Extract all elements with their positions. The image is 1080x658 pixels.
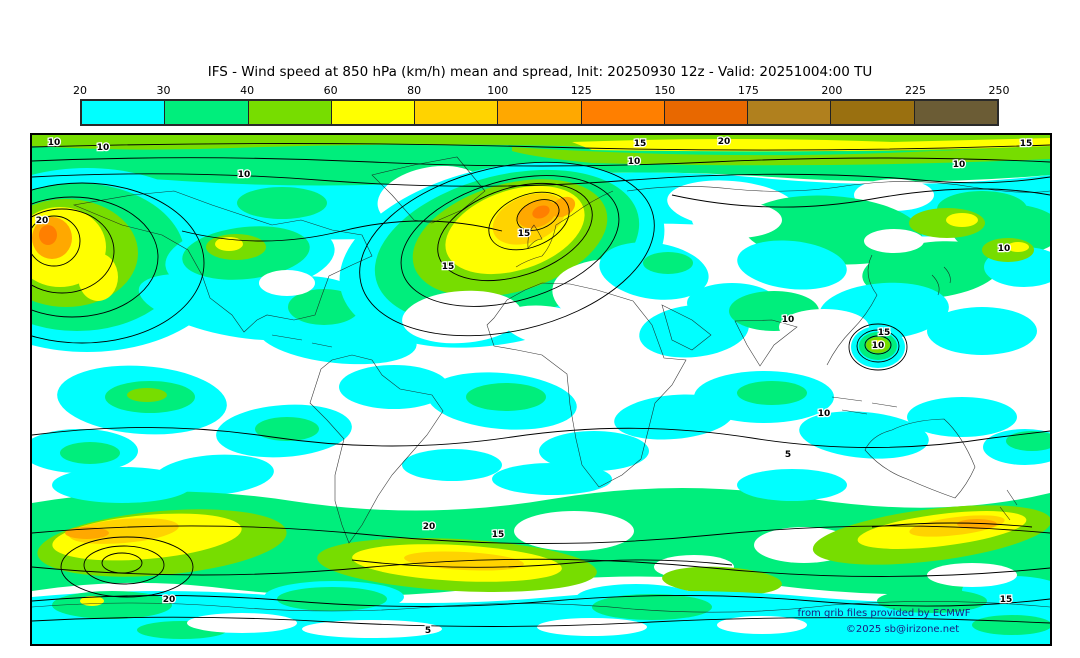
colorbar-segment (414, 101, 498, 124)
colorbar-segment (913, 101, 997, 124)
contour-label: 20 (36, 216, 49, 226)
contour-label: 10 (628, 157, 641, 167)
colorbar-segment (747, 101, 831, 124)
contour-label: 10 (818, 409, 831, 419)
colorbar-segment (82, 101, 165, 124)
contour-label: 15 (518, 229, 531, 239)
contour-label: 15 (634, 139, 647, 149)
contour-label: 10 (48, 138, 61, 148)
contour-label: 10 (97, 143, 110, 153)
colorbar-segment (164, 101, 248, 124)
contour-label: 10 (953, 160, 966, 170)
colorbar-segment (580, 101, 664, 124)
colorbar-tick: 80 (407, 84, 422, 97)
colorbar-tick: 60 (323, 84, 338, 97)
colorbar-tick: 150 (654, 84, 676, 97)
colorbar-tick: 225 (904, 84, 926, 97)
world-wind-map: 10 10 10 15 20 10 15 15 20 10 15 10 10 10 15 10 5 20 15 20 5… (30, 133, 1052, 646)
chart-title: IFS - Wind speed at 850 hPa (km/h) mean … (207, 64, 873, 80)
colorbar-tick: 125 (570, 84, 592, 97)
contour-label: 15 (1000, 595, 1013, 605)
colorbar-segment (247, 101, 331, 124)
contour-label: 5 (425, 626, 431, 636)
contour-label: 20 (163, 595, 176, 605)
colorbar-tick: 250 (988, 84, 1010, 97)
contour-label: 10 (782, 315, 795, 325)
contour-label: 15 (442, 262, 455, 272)
colorbar-tick: 175 (737, 84, 759, 97)
contour-label: 15 (1020, 139, 1033, 149)
contour-label: 10 (238, 170, 251, 180)
colorbar-scale (80, 99, 999, 126)
colorbar-tick: 30 (156, 84, 171, 97)
spread-contours (32, 143, 1050, 627)
contour-label: 15 (492, 530, 505, 540)
contour-label: 10 (998, 244, 1011, 254)
colorbar-tick: 40 (240, 84, 255, 97)
contour-label: 10 (872, 341, 885, 351)
contour-label: 5 (785, 450, 791, 460)
colorbar-segment (663, 101, 748, 124)
colorbar-segment (830, 101, 914, 124)
contour-label: 15 (878, 328, 891, 338)
coastlines (32, 156, 1050, 613)
contour-label: 20 (423, 522, 436, 532)
colorbar-tick: 100 (487, 84, 509, 97)
attribution-copyright: ©2025 sb@irizone.net (845, 624, 960, 635)
colorbar-segment (497, 101, 581, 124)
colorbar-segment (330, 101, 415, 124)
contour-label: 20 (718, 137, 731, 147)
colorbar-tick: 20 (73, 84, 87, 97)
colorbar-tick-labels: 20 30 40 60 80 100 125 150 175 200 225 250 (73, 84, 1010, 97)
colorbar-tick: 200 (821, 84, 843, 97)
attribution-source: from grib files provided by ECMWF (797, 608, 971, 619)
wind-field-plot: 10 10 10 15 20 10 15 15 20 10 15 10 10 10 15 10 5 20 15 20 5… (32, 135, 1050, 644)
contour-labels: 10 10 10 15 20 10 15 15 20 10 15 10 10 10 15 10 5 20 15 20 5… (34, 136, 1033, 638)
